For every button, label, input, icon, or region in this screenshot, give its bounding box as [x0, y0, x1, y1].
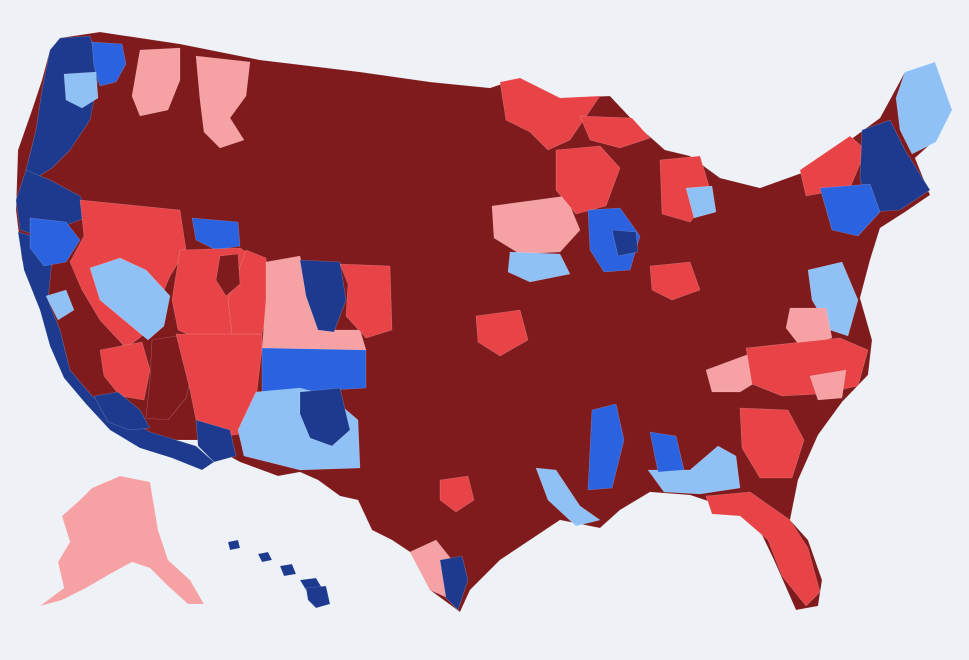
region-las-vegas-light — [45, 289, 75, 321]
region-california-blue — [29, 217, 81, 267]
region-alabama-light — [647, 445, 741, 495]
region-hawaii — [227, 539, 331, 609]
region-michigan-light — [685, 185, 717, 219]
region-michigan-up-red — [579, 115, 651, 149]
region-minnesota-red — [499, 77, 601, 151]
region-socal-red — [99, 341, 151, 401]
region-socal-blue — [93, 391, 151, 431]
region-alaska — [39, 475, 205, 607]
region-wa-light — [63, 71, 99, 109]
region-carolinas-pink — [809, 369, 847, 401]
region-reno-blue — [191, 217, 241, 251]
region-chicago-dark — [611, 229, 639, 257]
region-eastern-wa — [131, 47, 181, 117]
region-idaho-panhandle — [195, 55, 251, 149]
region-wisconsin-red — [555, 145, 621, 215]
region-central-valley-light — [89, 257, 171, 341]
region-new-mexico-blue — [261, 347, 367, 393]
region-alabama-blue — [649, 431, 685, 473]
region-utah-dark — [215, 253, 241, 297]
region-texas-blue — [439, 555, 469, 611]
region-seattle-area — [91, 41, 127, 87]
region-texas-red-1 — [439, 475, 475, 513]
region-mid-atlantic-light — [807, 261, 859, 337]
region-mississippi-blue — [587, 403, 625, 491]
region-florida-red — [705, 491, 821, 607]
region-louisiana-light — [535, 467, 601, 527]
region-carolinas-red — [745, 337, 869, 397]
region-ohio-red — [649, 261, 701, 301]
region-colorado-dark-blue — [299, 259, 347, 333]
region-colorado-red — [339, 263, 393, 339]
region-missouri-red — [475, 309, 529, 357]
region-new-mexico-dark — [299, 387, 351, 447]
region-georgia-red — [739, 407, 805, 479]
region-arizona-blue — [195, 419, 237, 463]
region-northeast-blue — [819, 183, 881, 237]
region-iowa-light — [507, 251, 571, 283]
region-ny-red — [799, 135, 867, 197]
region-chicago-blue — [587, 207, 641, 273]
region-maine-light — [895, 61, 953, 155]
